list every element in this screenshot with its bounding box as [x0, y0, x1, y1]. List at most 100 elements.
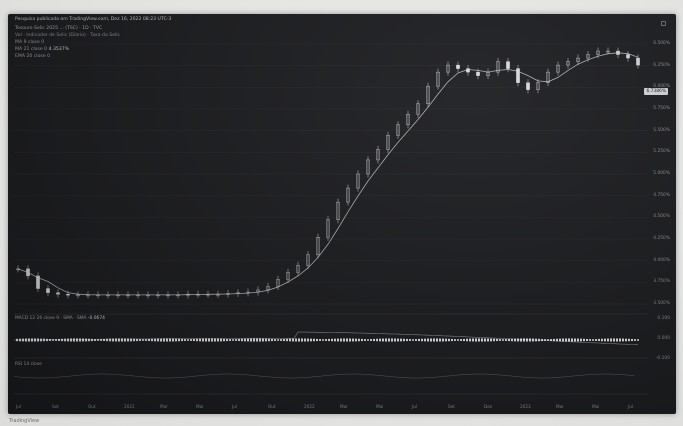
candle-body [16, 268, 20, 271]
chart-grid [14, 43, 648, 305]
macd-histogram-bar [130, 338, 132, 342]
current-price-badge: 6.7386% [644, 88, 668, 95]
indicator-title: Vol · Indicador de Selic (Diário) · Taxa… [15, 33, 121, 38]
settings-icon[interactable] [661, 21, 666, 26]
candle-body [416, 103, 420, 115]
macd-histogram-bar [67, 338, 69, 342]
candle-body [336, 201, 340, 220]
macd-histogram-bar [163, 338, 165, 342]
macd-histogram-bar [49, 339, 51, 341]
candle-body [606, 50, 610, 53]
macd-histogram-bar [148, 338, 150, 342]
macd-histogram-bar [613, 338, 615, 342]
macd-histogram-bar [319, 339, 321, 341]
macd-histogram-bar [100, 339, 102, 341]
macd-histogram-bar [541, 338, 543, 342]
macd-histogram-bar [520, 338, 522, 342]
rsi-legend[interactable]: RSI 14 close [15, 362, 42, 367]
chart-screen[interactable]: Pesquisa publicada em TradingView.com, D… [8, 14, 676, 414]
symbol-title[interactable]: Tesouro Selic 2025 ... (TSC) · 1D · TVC [15, 26, 103, 31]
macd-histogram-bar [244, 338, 246, 342]
macd-histogram-bar [205, 338, 207, 342]
time-axis-label: Set [448, 404, 455, 409]
macd-histogram-bar [118, 338, 120, 342]
macd-histogram-bar [187, 339, 189, 341]
macd-histogram-bar [346, 338, 348, 342]
time-axis-label: Dez [484, 404, 492, 409]
macd-histogram-bar [571, 338, 573, 342]
macd-histogram-bar [73, 338, 75, 342]
macd-histogram-bar [133, 338, 135, 342]
price-chart[interactable] [8, 14, 676, 414]
time-axis-label: Mar [556, 404, 564, 409]
macd-histogram-bar [211, 338, 213, 342]
macd-histogram-bar [508, 338, 510, 342]
macd-histogram-bar [592, 339, 594, 341]
candle-body [376, 149, 380, 161]
macd-histogram-bar [391, 338, 393, 342]
tradingview-logo[interactable]: TradingView [9, 418, 40, 424]
macd-histogram-bar [247, 338, 249, 342]
macd-histogram-bar [178, 338, 180, 342]
macd-histogram-bar [151, 338, 153, 342]
macd-histogram-bar [313, 338, 315, 342]
macd-histogram-bar [568, 338, 570, 342]
macd-histogram-bar [436, 338, 438, 342]
macd-histogram-bar [301, 338, 303, 342]
price-axis-label: 4.000% [653, 257, 670, 263]
ema-legend[interactable]: EMA 20 close 0 [15, 54, 50, 59]
macd-histogram-bar [400, 338, 402, 342]
macd-histogram-bar [112, 338, 114, 342]
macd-histogram-bar [184, 339, 186, 341]
ma21-legend[interactable]: MA 21 close 0 4.3537% [15, 47, 69, 52]
macd-histogram-bar [103, 338, 105, 342]
price-axis-label: 4.250% [653, 236, 670, 241]
macd-histogram-bar [361, 338, 363, 342]
candle-body [36, 275, 40, 289]
macd-histogram-bar [220, 338, 222, 342]
macd-histogram-bar [529, 338, 531, 342]
candle-body [176, 294, 180, 297]
macd-histogram-bar [286, 338, 288, 342]
time-axis-label: Set [52, 404, 59, 409]
macd-histogram-bar [343, 338, 345, 342]
candle-body [316, 237, 320, 256]
macd-histogram-bar [91, 338, 93, 342]
macd-histogram-bar [214, 338, 216, 342]
macd-histogram-bar [52, 339, 54, 341]
macd-histogram-bar [577, 338, 579, 342]
price-axis-label: 5.500% [653, 127, 670, 133]
macd-histogram-bar [535, 338, 537, 342]
candle-body [496, 61, 500, 73]
ma9-legend[interactable]: MA 9 close 0 [15, 40, 44, 45]
macd-histogram-bar [439, 338, 441, 342]
candle-body [476, 71, 480, 76]
macd-histogram-bar [385, 338, 387, 342]
macd-histogram-bar [136, 338, 138, 342]
macd-label: MACD 12 26 close 9 · SMA · SMA [15, 316, 87, 321]
macd-histogram-bar [448, 338, 450, 342]
macd-histogram-bar [376, 338, 378, 342]
macd-histogram-bar [82, 338, 84, 342]
macd-histogram-bar [34, 338, 36, 342]
macd-histogram-bar [559, 338, 561, 342]
macd-histogram-bar [598, 338, 600, 342]
candle-body [296, 265, 300, 273]
time-axis-label: Mar [160, 404, 168, 409]
macd-histogram-bar [493, 338, 495, 342]
candle-body [306, 254, 310, 266]
macd-histogram-bar [562, 338, 564, 342]
ma21-value: 4.3537% [48, 47, 70, 52]
macd-histogram-bar [637, 339, 639, 341]
candle-body [566, 61, 570, 66]
macd-histogram-bar [295, 338, 297, 342]
price-axis-label: 5.750% [653, 106, 670, 111]
macd-histogram-bar [289, 338, 291, 342]
macd-histogram-bar [307, 338, 309, 342]
macd-histogram-bar [31, 338, 33, 342]
macd-histogram-bar [169, 338, 171, 342]
candle-body [536, 82, 540, 90]
macd-legend[interactable]: MACD 12 26 close 9 · SMA · SMA -0.0674 [15, 316, 105, 321]
macd-histogram-bar [46, 338, 48, 342]
macd-histogram-bar [496, 338, 498, 342]
